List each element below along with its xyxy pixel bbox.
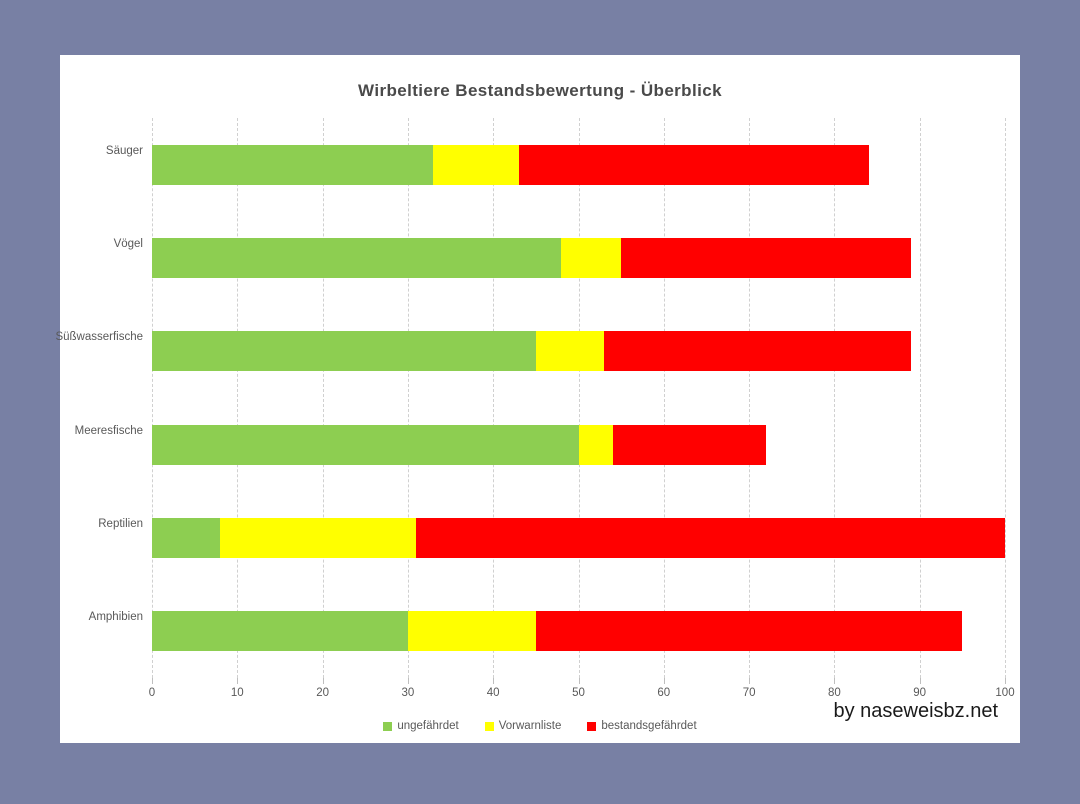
category-label: Reptilien (98, 517, 143, 530)
gridline-10 (237, 118, 239, 678)
gridline-100 (1005, 118, 1007, 678)
legend-swatch-icon (383, 721, 393, 731)
legend-item[interactable]: Vorwarnliste (484, 720, 562, 732)
bar-rows: Säuger Vögel Süßwasserfische Meeresfische Re… (55, 118, 1005, 678)
bar-row: Säuger (106, 118, 1005, 211)
bar-segment-0[interactable] (152, 331, 536, 372)
bar-segment-1[interactable] (433, 144, 519, 185)
bar-segment-1[interactable] (535, 331, 605, 372)
x-tick-mark (663, 678, 665, 684)
bar-segment-2[interactable] (621, 237, 912, 278)
x-tick-label: 90 (913, 687, 927, 699)
gridline-30 (407, 118, 410, 678)
bar-segment-2[interactable] (535, 611, 963, 652)
gridline-90 (919, 118, 922, 678)
stacked-bar[interactable]: Vögel (114, 237, 1005, 278)
x-tick-label: 30 (401, 687, 415, 699)
gridline-70 (749, 118, 751, 678)
x-tick-label: 40 (486, 687, 500, 699)
bar-row: Vögel (114, 211, 1005, 304)
x-tick-mark (407, 678, 409, 684)
attribution-text: by naseweisbz.net (833, 700, 998, 722)
bar-segment-1[interactable] (220, 517, 417, 558)
bar-segment-2[interactable] (518, 144, 869, 185)
category-label: Vögel (113, 237, 143, 250)
gridline-60 (663, 118, 666, 678)
stacked-bar[interactable]: Meeresfische (75, 424, 1005, 465)
gridline-80 (834, 118, 836, 678)
chart-card: Wirbeltiere Bestandsbewertung - Überblic… (55, 55, 1020, 743)
bar-segment-0[interactable] (152, 517, 221, 558)
stacked-bar[interactable]: Amphibien (89, 611, 1005, 652)
category-label: Meeresfische (74, 424, 143, 437)
legend-item[interactable]: bestandsgefährdet (587, 720, 697, 732)
x-tick-mark (322, 678, 324, 684)
gridline-40 (493, 118, 495, 678)
stacked-bar[interactable]: Säuger (106, 144, 1005, 185)
stacked-bar[interactable]: Süßwasserfische (55, 331, 1005, 372)
bar-row: Meeresfische (75, 398, 1005, 491)
x-tick-mark (578, 678, 580, 684)
legend-label: ungefährdet (397, 720, 459, 732)
x-tick-label: 20 (316, 687, 329, 699)
x-tick-label: 100 (995, 687, 1015, 699)
gridline-20 (322, 118, 325, 678)
bar-row: Amphibien (89, 585, 1005, 678)
bar-segment-2[interactable] (612, 424, 767, 465)
x-tick-mark (493, 678, 495, 684)
x-tick-label: 50 (572, 687, 585, 699)
bar-segment-2[interactable] (416, 517, 1005, 558)
bar-segment-2[interactable] (604, 331, 912, 372)
bar-segment-0[interactable] (152, 611, 408, 652)
x-tick-mark (834, 678, 836, 684)
x-axis: 0 10 20 30 40 50 60 70 80 90 100 (148, 678, 1015, 708)
category-label: Amphibien (88, 611, 143, 624)
legend-item[interactable]: ungefährdet (383, 720, 459, 732)
category-label: Süßwasserfische (55, 331, 143, 344)
legend-label: bestandsgefährdet (601, 720, 697, 732)
x-tick-mark (1005, 678, 1006, 684)
x-tick-label: 60 (657, 687, 671, 699)
x-tick-label: 70 (742, 687, 756, 699)
bar-row: Süßwasserfische (55, 305, 1005, 398)
gridline-50 (578, 118, 581, 678)
x-tick-mark (749, 678, 751, 684)
bar-segment-0[interactable] (152, 237, 562, 278)
legend-swatch-icon (484, 721, 494, 731)
bar-segment-0[interactable] (152, 144, 434, 185)
bar-segment-0[interactable] (152, 424, 579, 465)
chart-legend: ungefährdet Vorwarnliste bestandsgefährdet (60, 720, 1020, 732)
x-tick-label: 0 (148, 687, 156, 699)
x-tick-label: 80 (827, 687, 841, 699)
category-label: Säuger (105, 144, 143, 157)
stacked-bar[interactable]: Reptilien (98, 517, 1005, 558)
legend-label: Vorwarnliste (498, 720, 562, 732)
x-tick-label: 10 (230, 687, 244, 699)
bar-segment-1[interactable] (578, 424, 613, 465)
gridline-0 (152, 118, 154, 678)
x-tick-mark (919, 678, 921, 684)
bar-segment-1[interactable] (561, 237, 622, 278)
plot-area: Säuger Vögel Süßwasserfische Meeresfische Re… (55, 118, 1007, 678)
chart-title: Wirbeltiere Bestandsbewertung - Überblic… (358, 81, 722, 100)
x-tick-mark (237, 678, 239, 684)
bar-segment-1[interactable] (407, 611, 536, 652)
x-tick-mark (152, 678, 153, 684)
legend-swatch-icon (587, 721, 597, 731)
bar-row: Reptilien (98, 491, 1005, 584)
